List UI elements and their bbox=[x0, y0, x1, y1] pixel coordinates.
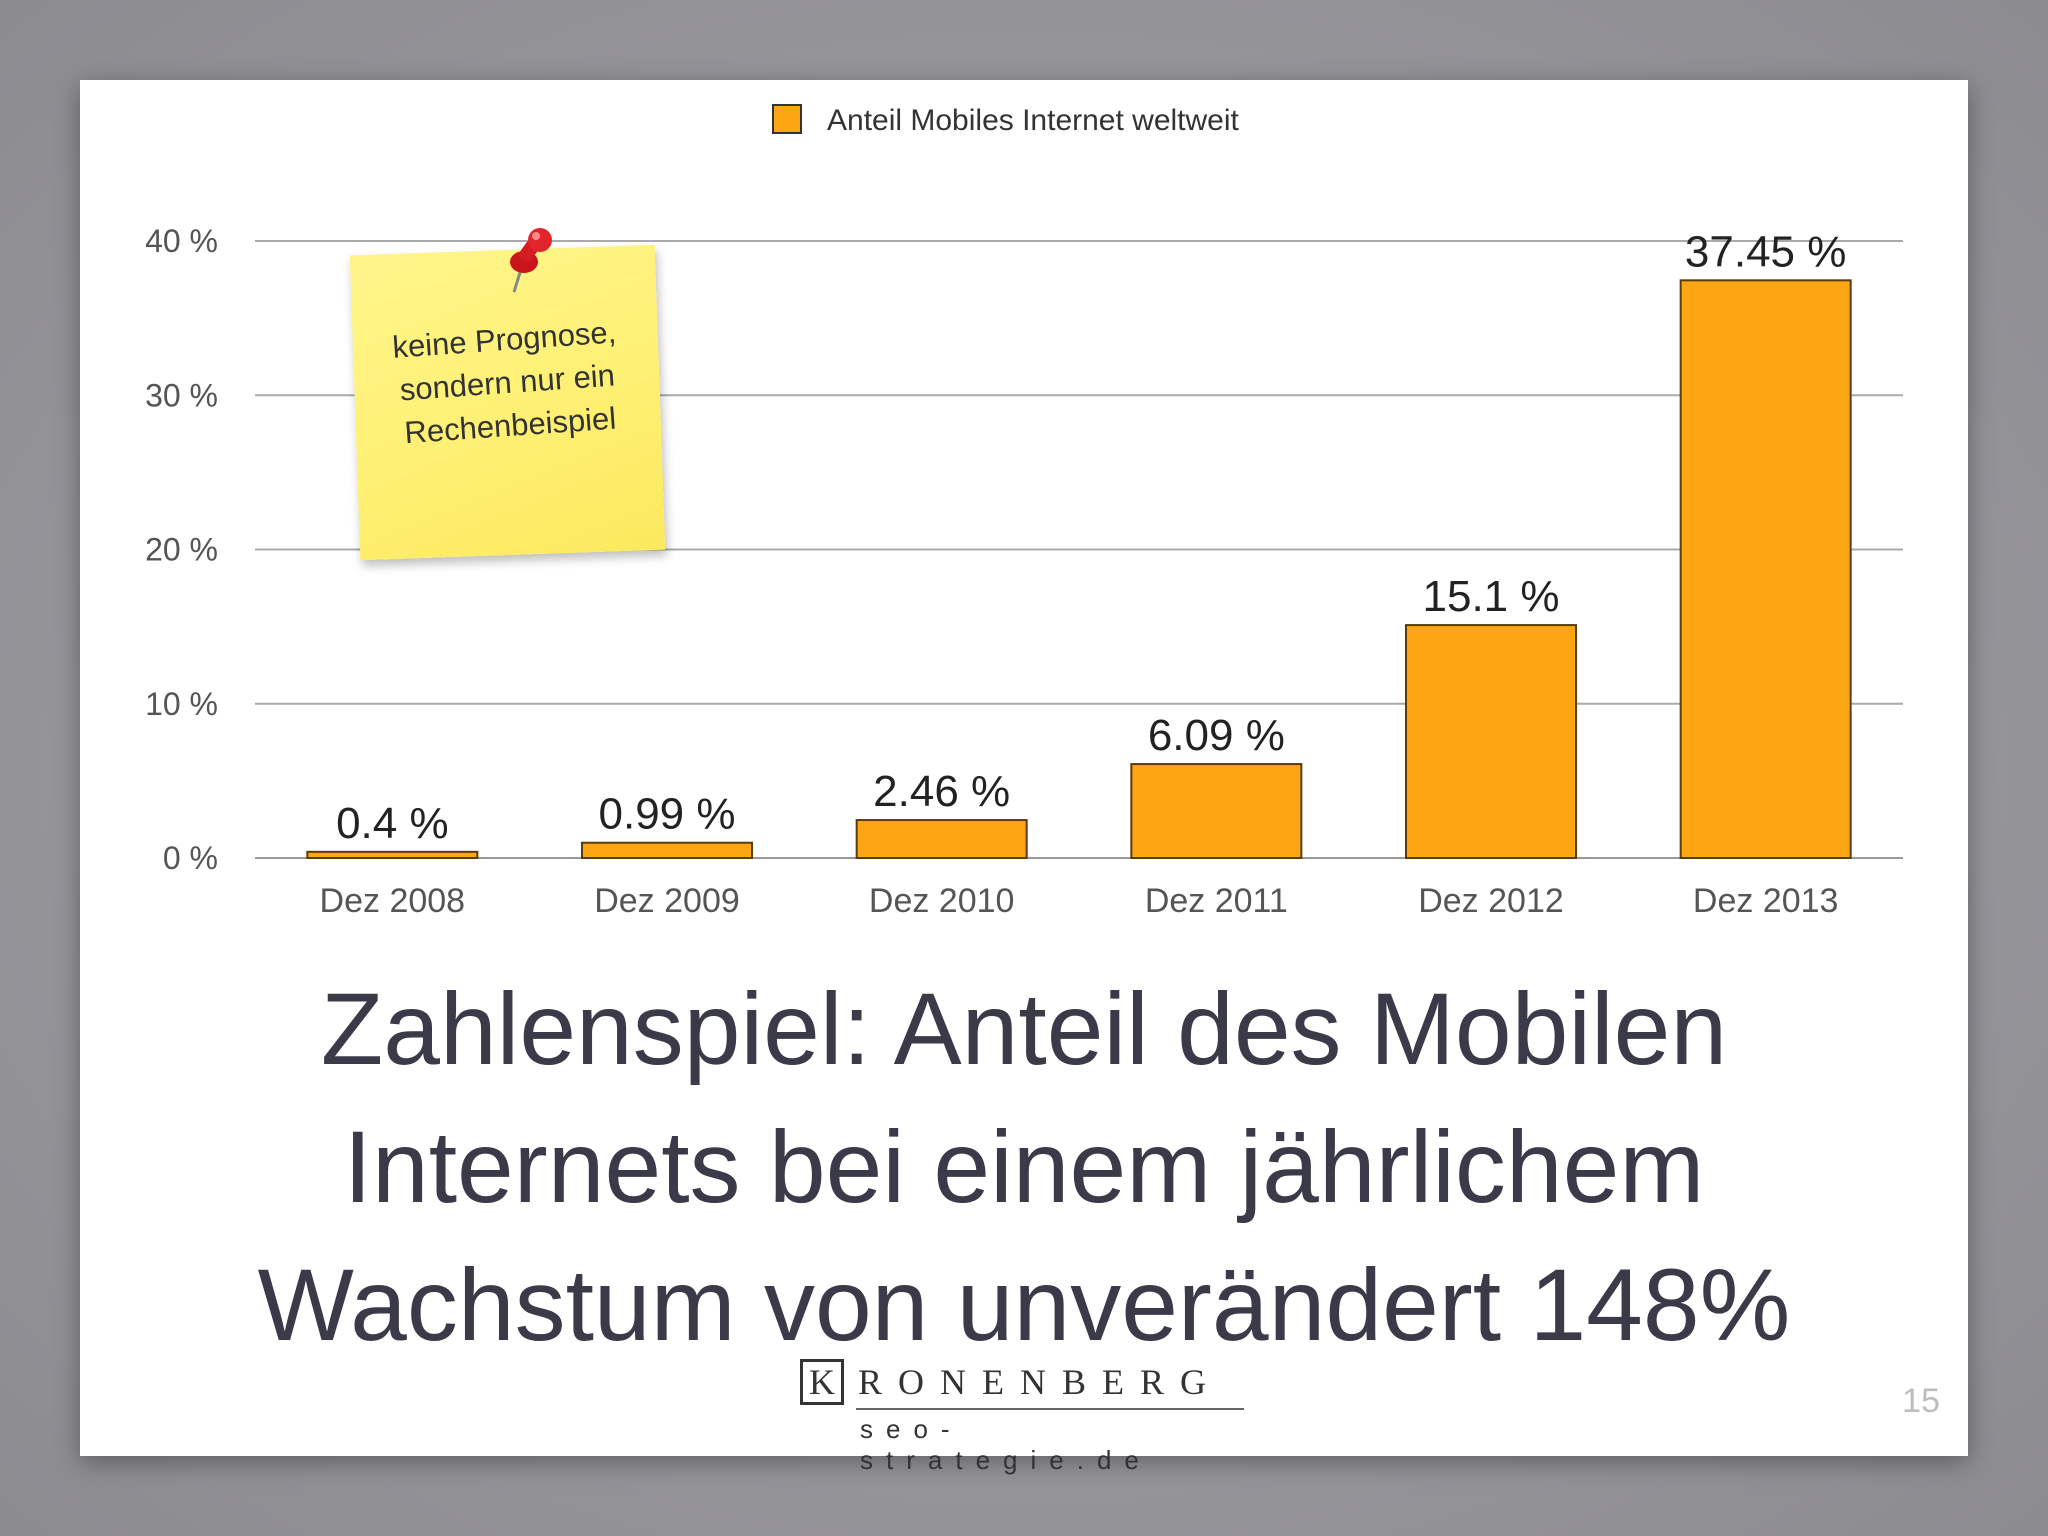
data-label: 15.1 % bbox=[1423, 572, 1560, 621]
y-tick-label: 10 % bbox=[145, 686, 218, 722]
title-line: Zahlenspiel: Anteil des Mobilen bbox=[320, 972, 1728, 1086]
logo-wordmark: K RONENBERG bbox=[800, 1358, 1222, 1406]
logo-name: RONENBERG bbox=[858, 1362, 1223, 1402]
slide: 0 % 10 % 20 % 30 % 40 % Anteil Mobiles Intern… bbox=[80, 80, 1968, 1475]
legend-swatch bbox=[772, 104, 802, 134]
legend-label: Anteil Mobiles Internet weltweit bbox=[827, 104, 1240, 137]
bar-chart: 0 % 10 % 20 % 30 % 40 % Anteil Mobiles Intern… bbox=[145, 104, 1903, 920]
bar bbox=[1679, 279, 1852, 860]
data-label: 37.45 % bbox=[1685, 227, 1846, 276]
kronenberg-logo[interactable]: K RONENBERG seo-strategie.de bbox=[800, 1358, 1250, 1475]
bar bbox=[306, 850, 479, 860]
slide-title: Zahlenspiel: Anteil des Mobilen Internet… bbox=[120, 960, 1928, 1374]
data-label: 0.99 % bbox=[599, 790, 736, 839]
page-number: 15 bbox=[1902, 1382, 1940, 1420]
sticky-note-text: keine Prognose, sondern nur ein Rechenbe… bbox=[368, 309, 646, 457]
x-tick-label: Dez 2008 bbox=[320, 882, 466, 920]
push-pin-icon bbox=[510, 228, 552, 293]
data-label: 6.09 % bbox=[1148, 711, 1285, 760]
logo-initial: K bbox=[800, 1359, 844, 1405]
y-tick-label: 0 % bbox=[163, 840, 218, 876]
y-tick-label: 30 % bbox=[145, 377, 218, 413]
bar bbox=[581, 841, 753, 859]
bar bbox=[855, 819, 1028, 860]
logo-subtitle: seo-strategie.de bbox=[860, 1414, 1152, 1475]
x-tick-label: Dez 2009 bbox=[594, 882, 740, 920]
title-line: Internets bei einem jährlichem bbox=[343, 1110, 1705, 1224]
x-tick-label: Dez 2013 bbox=[1693, 882, 1839, 920]
data-label: 0.4 % bbox=[336, 799, 449, 848]
x-tick-label: Dez 2012 bbox=[1418, 882, 1564, 920]
y-tick-label: 40 % bbox=[145, 223, 218, 259]
bar bbox=[1405, 624, 1577, 860]
logo-divider bbox=[856, 1408, 1244, 1410]
title-line: Wachstum von unverändert 148% bbox=[257, 1248, 1791, 1362]
x-tick-label: Dez 2011 bbox=[1145, 882, 1288, 920]
data-label: 2.46 % bbox=[873, 767, 1010, 816]
bar bbox=[1130, 763, 1303, 860]
y-tick-label: 20 % bbox=[145, 532, 218, 568]
x-tick-label: Dez 2010 bbox=[869, 882, 1015, 920]
